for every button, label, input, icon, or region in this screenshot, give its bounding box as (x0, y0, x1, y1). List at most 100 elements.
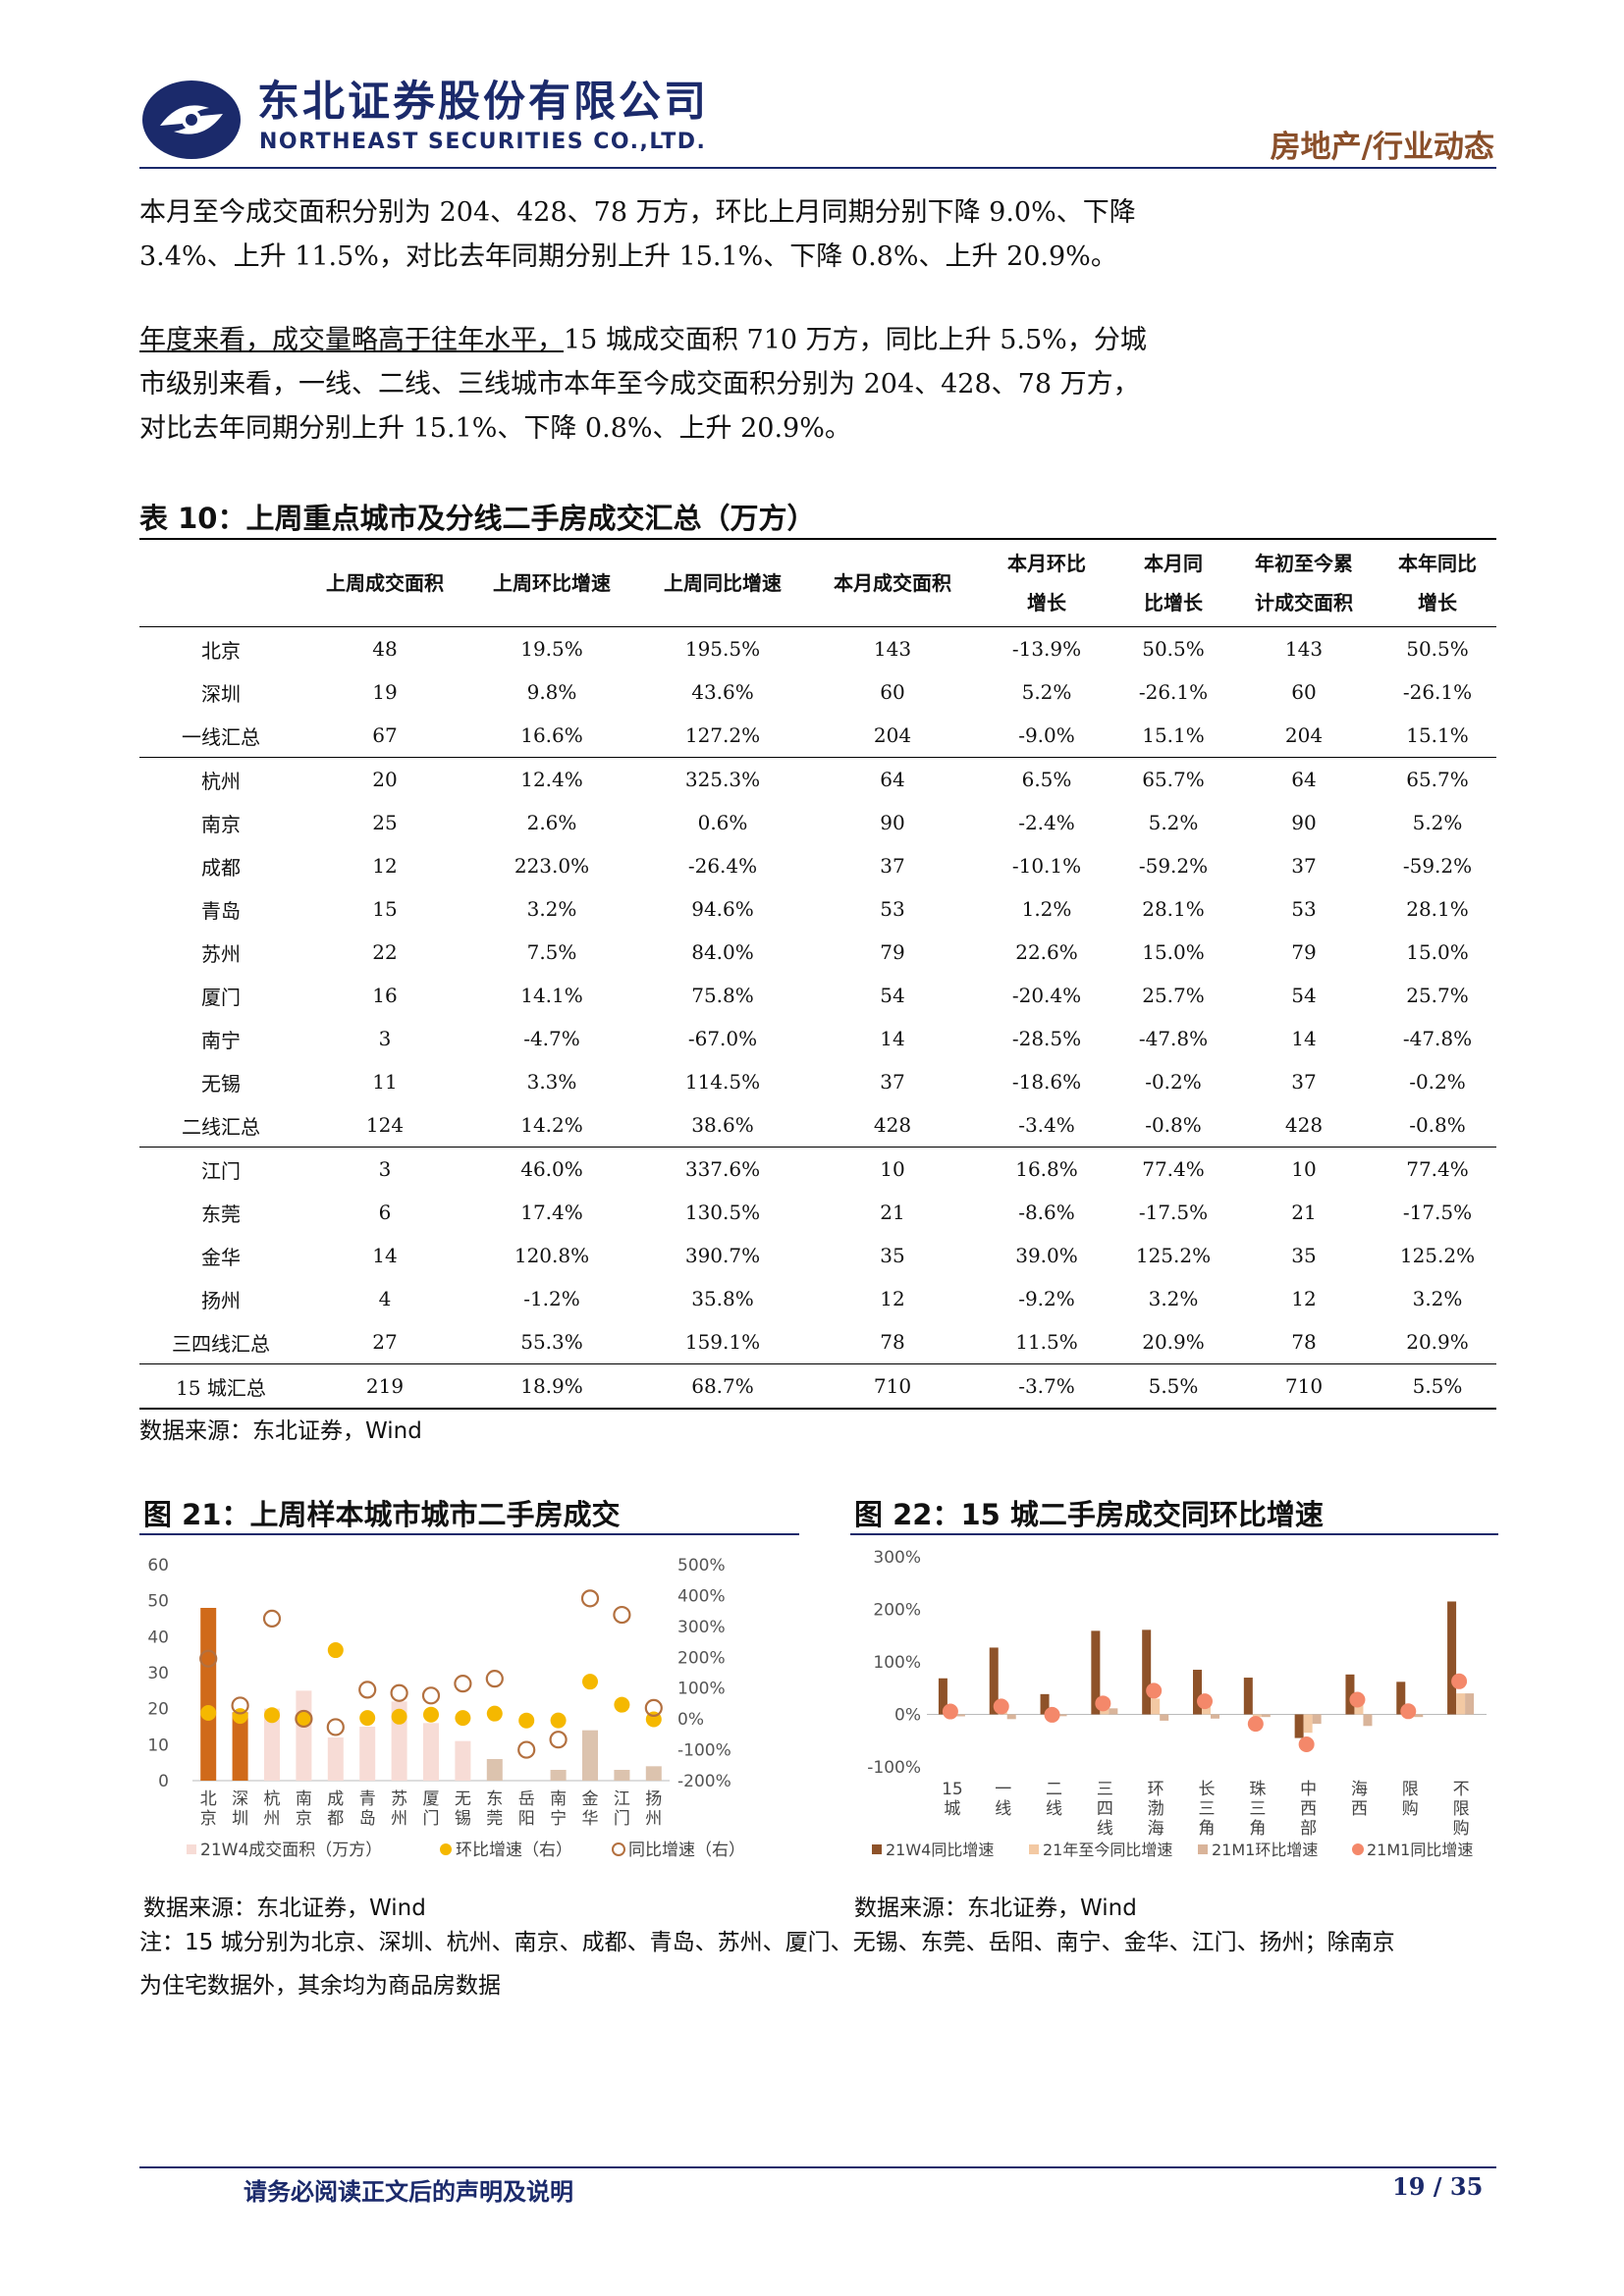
table-cell: -9.2% (1018, 1287, 1075, 1310)
table-cell: 54 (1291, 984, 1317, 1007)
yoy-ring (549, 1731, 568, 1749)
fig21-rule (139, 1533, 799, 1535)
x-tick-char: 四 (1097, 1799, 1113, 1819)
table-cell: 64 (1291, 768, 1317, 791)
x-tick-char: 阳 (518, 1809, 535, 1829)
table-cell: 94.6% (691, 897, 754, 921)
table-cell: 12 (880, 1287, 905, 1310)
table-cell: 79 (1291, 940, 1317, 964)
table-cell: 710 (809, 1363, 976, 1410)
column-header: 本月环比 增长 (976, 539, 1117, 627)
column-header-line: 年初至今累 (1255, 552, 1353, 575)
table-cell: 67 (302, 714, 467, 758)
fig22-source: 数据来源：东北证券，Wind (854, 1896, 1137, 1921)
table-cell: 6.5% (1021, 768, 1072, 791)
x-tick-char: 一 (995, 1780, 1011, 1799)
x-tick-label: 无锡 (455, 1789, 471, 1829)
column-header-line: 本月同 (1144, 552, 1203, 575)
table-cell: -26.1% (1402, 680, 1473, 704)
x-tick-char: 金 (582, 1789, 599, 1809)
fig22-chart: 300%200%100%0%-100%15 城一线二线三四线环渤海长三角珠三角中西… (867, 1548, 1487, 1859)
bar-series-3 (1312, 1714, 1322, 1725)
table-source: 数据来源：东北证券，Wind (139, 1418, 422, 1444)
table-cell: -67.0% (687, 1027, 758, 1050)
table-cell: 159.1% (636, 1320, 809, 1364)
bar-series-2 (1456, 1693, 1466, 1715)
x-tick-char: 北 (200, 1789, 217, 1809)
table-cell: 12 (1291, 1287, 1317, 1310)
x-tick-char: 莞 (486, 1809, 503, 1829)
bar-series-1 (1396, 1682, 1406, 1715)
mom-dot (518, 1712, 535, 1729)
legend-swatch-yoy (612, 1842, 625, 1856)
row-label: 苏州 (201, 941, 241, 966)
x-tick-char: 部 (1300, 1819, 1317, 1839)
x-tick-char: 中 (1300, 1780, 1317, 1799)
yoy-ring (231, 1696, 249, 1715)
table-cell: 35.8% (691, 1287, 754, 1310)
row-label: 江门 (201, 1158, 241, 1183)
x-tick-label: 环渤海 (1148, 1780, 1164, 1839)
yoy-ring (199, 1649, 218, 1668)
mom-dot (455, 1710, 471, 1727)
bar-series-3 (1006, 1714, 1016, 1720)
bar-series-1 (1243, 1678, 1253, 1715)
bar-series-2 (1202, 1703, 1211, 1715)
table-cell: 50.5% (1406, 637, 1469, 661)
table-cell: 38.6% (636, 1103, 809, 1148)
paragraph-line: 年度来看，成交量略高于往年水平，15 城成交面积 710 万方，同比上升 5.5… (139, 318, 1210, 362)
x-tick-char: 长 (1199, 1780, 1216, 1799)
legend-label: 21M1同比增速 (1367, 1841, 1473, 1859)
paragraph-line: 市级别来看，一线、二线、三线城市本年至今成交面积分别为 204、428、78 万… (139, 369, 1140, 400)
mom-dot (550, 1712, 567, 1729)
x-tick-char: 南 (296, 1789, 312, 1809)
table-cell: 37 (1291, 1070, 1317, 1094)
y-tick-label: 200% (873, 1601, 921, 1621)
bar-area (327, 1737, 344, 1781)
table-cell: -26.1% (1138, 680, 1209, 704)
x-tick-label: 岳阳 (518, 1789, 535, 1829)
table-cell: 1.2% (1021, 897, 1072, 921)
table-cell: 3 (378, 1157, 392, 1181)
table-cell: 3.2% (1148, 1287, 1199, 1310)
x-tick-label: 长三角 (1199, 1780, 1216, 1839)
column-header: 上周同比增速 (664, 571, 782, 595)
yoy-ring (644, 1698, 663, 1717)
table-row: 苏州 22 7.5% 84.0% 79 22.6% 15.0% 79 15.0% (139, 931, 1496, 974)
x-tick-char: 州 (264, 1809, 281, 1829)
table-cell: 65.7% (1142, 768, 1205, 791)
table-cell: 195.5% (684, 637, 761, 661)
company-name-cn: 东北证券股份有限公司 (257, 78, 709, 127)
column-header: 本月同 比增长 (1117, 539, 1229, 627)
x-tick-char: 南 (550, 1789, 567, 1809)
table-cell: 25.7% (1142, 984, 1205, 1007)
mom-dot (423, 1706, 439, 1723)
table-row: 南宁 3 -4.7% -67.0% 14 -28.5% -47.8% 14 -47.8% (139, 1017, 1496, 1060)
table-cell: -1.2% (523, 1287, 580, 1310)
y-tick-label: 100% (873, 1653, 921, 1673)
x-tick-label: 中西部 (1300, 1780, 1317, 1839)
legend-swatch-area (187, 1844, 196, 1854)
table-cell: 4 (378, 1287, 392, 1310)
table-cell: -47.8% (1138, 1027, 1209, 1050)
table-cell: -0.2% (1409, 1070, 1466, 1094)
row-label: 杭州 (201, 769, 241, 793)
paragraph-line: 3.4%、上升 11.5%，对比去年同期分别上升 15.1%、下降 0.8%、上… (139, 241, 1117, 272)
yoy-ring (295, 1709, 313, 1729)
table-cell: 25 (372, 811, 398, 834)
bar-series-3 (955, 1714, 965, 1717)
x-tick-label: 不限购 (1453, 1780, 1470, 1839)
table-cell: 143 (1284, 637, 1324, 661)
column-header-line: 比增长 (1144, 591, 1203, 614)
fig21-chart: 60 50 40 30 20 10 0 500% 400% 300% 200% 100% 0% -100%… (147, 1556, 745, 1860)
company-name-en: NORTHEAST SECURITIES CO.,LTD. (259, 130, 707, 154)
column-header-line: 本月环比 (1007, 552, 1086, 575)
yoy-m1-dot (942, 1703, 958, 1720)
table-cell: 3.2% (526, 897, 577, 921)
x-tick-label: 海西 (1351, 1780, 1368, 1819)
column-header (139, 539, 302, 627)
transaction-table: 上周成交面积 上周环比增速 上周同比增速 本月成交面积 本月环比 增长 本月同 比增长 年初至今… (139, 538, 1496, 1410)
yoy-ring (485, 1670, 504, 1688)
x-tick-char: 门 (614, 1809, 630, 1829)
section-tag: 房地产/行业动态 (1270, 130, 1494, 165)
